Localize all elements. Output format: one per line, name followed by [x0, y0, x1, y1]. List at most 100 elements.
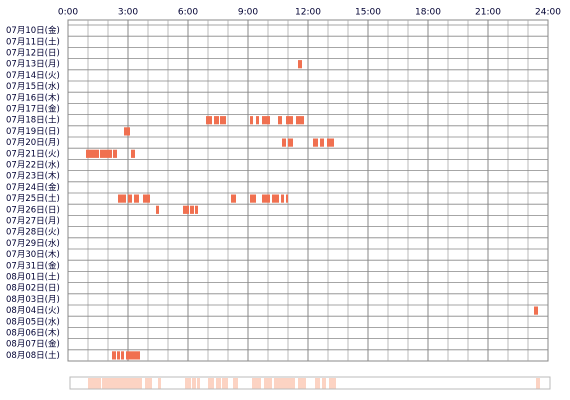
activity-segment: [250, 116, 253, 125]
activity-segment: [534, 306, 538, 315]
summary-segment: [264, 378, 272, 389]
x-tick-label: 15:00: [355, 8, 381, 18]
y-tick-label: 07月20日(月): [6, 138, 60, 148]
activity-segment: [262, 194, 270, 203]
activity-segment: [281, 194, 284, 203]
y-tick-label: 07月10日(金): [6, 25, 60, 36]
summary-segment: [128, 378, 142, 389]
y-tick-label: 07月29日(水): [6, 238, 60, 249]
y-tick-label: 07月14日(火): [6, 71, 60, 81]
activity-segment: [272, 194, 279, 203]
x-tick-label: 6:00: [178, 8, 198, 18]
activity-segment: [126, 351, 140, 360]
y-tick-label: 07月17日(金): [6, 104, 60, 115]
activity-segment: [134, 194, 139, 203]
x-tick-label: 21:00: [475, 8, 501, 18]
activity-segment: [288, 138, 293, 147]
activity-segment: [131, 149, 135, 158]
y-tick-label: 08月01日(土): [6, 272, 60, 283]
y-tick-label: 07月31日(金): [6, 260, 60, 271]
x-tick-label: 12:00: [295, 8, 321, 18]
x-tick-label: 9:00: [238, 8, 258, 18]
y-tick-label: 08月06日(木): [6, 328, 60, 339]
activity-segment: [256, 116, 259, 125]
activity-segment: [183, 205, 189, 214]
summary-segment: [322, 378, 326, 389]
y-tick-label: 07月24日(金): [6, 182, 60, 193]
y-tick-label: 08月03日(月): [6, 295, 60, 305]
summary-segment: [158, 378, 161, 389]
activity-segment: [124, 127, 130, 136]
summary-segment: [258, 378, 261, 389]
activity-segment: [195, 205, 198, 214]
summary-segment: [252, 378, 258, 389]
y-tick-label: 07月19日(日): [6, 127, 60, 137]
summary-segment: [288, 378, 290, 389]
summary-segment: [315, 378, 320, 389]
y-tick-label: 07月30日(木): [6, 249, 60, 260]
y-tick-label: 08月04日(火): [6, 306, 60, 316]
activity-segment: [190, 205, 194, 214]
summary-segment: [536, 378, 540, 389]
y-tick-label: 07月25日(土): [6, 193, 60, 204]
y-tick-label: 07月18日(土): [6, 115, 60, 126]
y-tick-label: 08月08日(土): [6, 350, 60, 361]
activity-segment: [298, 60, 302, 69]
y-tick-label: 07月26日(日): [6, 205, 60, 215]
summary-segment: [233, 378, 238, 389]
activity-segment: [143, 194, 150, 203]
y-tick-label: 07月22日(水): [6, 160, 60, 171]
y-tick-label: 07月15日(水): [6, 81, 60, 92]
activity-segment: [262, 116, 270, 125]
y-tick-label: 07月23日(木): [6, 171, 60, 182]
y-tick-label: 08月05日(水): [6, 316, 60, 327]
summary-segment: [280, 378, 284, 389]
activity-segment: [231, 194, 236, 203]
y-tick-label: 07月27日(月): [6, 217, 60, 227]
activity-segment: [327, 138, 334, 147]
summary-segment: [222, 378, 228, 389]
summary-segment: [197, 378, 200, 389]
activity-segment: [296, 116, 304, 125]
activity-segment: [100, 149, 112, 158]
y-tick-label: 07月16日(木): [6, 92, 60, 103]
y-tick-label: 08月02日(日): [6, 284, 60, 294]
summary-segment: [298, 378, 306, 389]
y-tick-label: 08月07日(金): [6, 339, 60, 350]
y-tick-label: 07月13日(月): [6, 60, 60, 70]
summary-segment: [88, 378, 101, 389]
y-tick-label: 07月11日(土): [6, 36, 60, 47]
activity-segment: [282, 138, 286, 147]
summary-segment: [216, 378, 221, 389]
y-tick-label: 07月28日(火): [6, 228, 60, 238]
x-tick-label: 18:00: [415, 8, 441, 18]
summary-segment: [290, 378, 295, 389]
y-tick-label: 07月21日(火): [6, 149, 60, 159]
summary-segment: [119, 378, 122, 389]
y-tick-label: 07月12日(日): [6, 49, 60, 59]
summary-segment: [274, 378, 281, 389]
activity-segment: [112, 351, 116, 360]
activity-segment: [214, 116, 219, 125]
activity-segment: [121, 351, 124, 360]
activity-segment: [86, 149, 99, 158]
summary-segment: [192, 378, 196, 389]
summary-strip: [69, 376, 551, 390]
summary-segment: [145, 378, 152, 389]
x-tick-label: 3:00: [118, 8, 138, 18]
x-tick-label: 0:00: [58, 8, 78, 18]
summary-segment: [123, 378, 126, 389]
summary-segment: [283, 378, 286, 389]
activity-segment: [118, 194, 126, 203]
summary-segment: [102, 378, 114, 389]
summary-segment: [208, 378, 214, 389]
summary-segment: [114, 378, 118, 389]
activity-segment: [313, 138, 318, 147]
activity-segment: [206, 116, 212, 125]
activity-segment: [278, 116, 282, 125]
activity-segment: [128, 194, 132, 203]
activity-segment: [220, 116, 226, 125]
x-tick-label: 24:00: [535, 8, 561, 18]
activity-segment: [117, 351, 120, 360]
